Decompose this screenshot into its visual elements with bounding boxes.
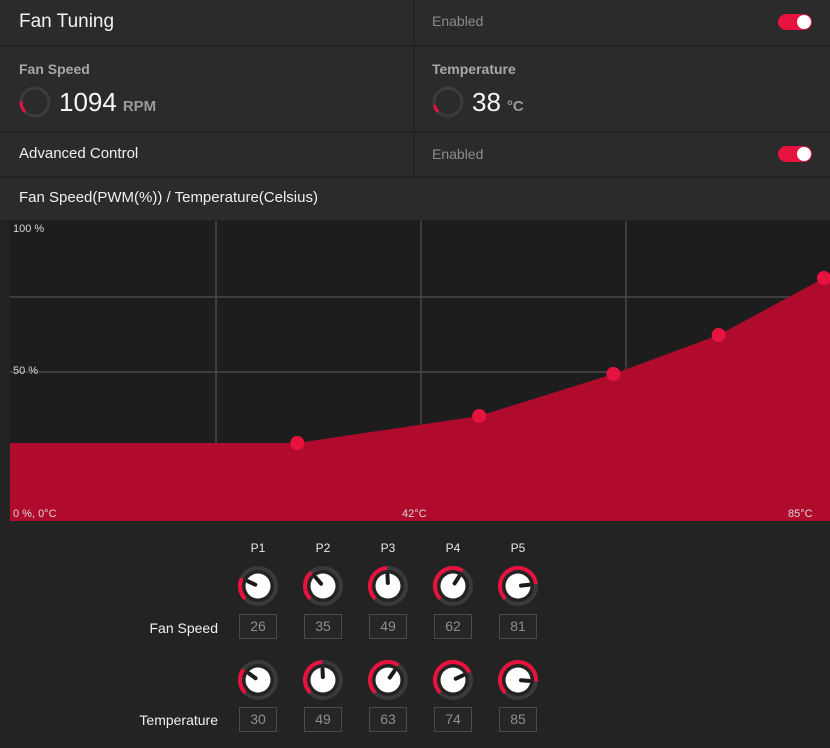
fan-speed-unit: RPM (122, 98, 157, 115)
fan-curve-svg[interactable]: 100 % 50 % 0 %, 0°C 42°C 85°C (10, 221, 830, 521)
stats-row: Fan Speed 1094 RPM Temperature 38 °C (0, 47, 830, 131)
y-tick-100: 100 % (13, 223, 44, 235)
page-title: Fan Tuning (19, 11, 115, 32)
advanced-control-status: Enabled (432, 146, 484, 162)
fan-speed-knob-p1[interactable] (237, 565, 279, 607)
advanced-control-row: Advanced Control Enabled (0, 133, 830, 176)
fan-speed-knob-p5[interactable] (497, 565, 539, 607)
temperature-knob-p2[interactable] (302, 659, 344, 701)
temperature-input-p5[interactable]: 85 (499, 707, 537, 732)
fan-tuning-status: Enabled (432, 13, 484, 29)
fan-curve-chart[interactable]: 100 % 50 % 0 %, 0°C 42°C 85°C (10, 221, 830, 521)
fan-tuning-title-cell: Fan Tuning (0, 0, 413, 45)
advanced-control-toggle[interactable] (778, 146, 812, 162)
temperature-unit: °C (506, 98, 524, 115)
origin-label: 0 %, 0°C (13, 508, 57, 520)
curve-point-p4[interactable] (711, 328, 726, 342)
fan-speed-input-p5[interactable]: 81 (499, 614, 537, 639)
fan-speed-input-p3[interactable]: 49 (369, 614, 407, 639)
fan-curve-area (10, 278, 830, 521)
temperature-input-p3[interactable]: 63 (369, 707, 407, 732)
curve-points (290, 271, 830, 450)
point-label-p5: P5 (510, 541, 526, 555)
advanced-control-label: Advanced Control (19, 145, 139, 162)
temperature-gauge-icon (432, 86, 464, 118)
fan-speed-number: 1094 (59, 87, 117, 117)
point-label-p1: P1 (250, 541, 266, 555)
fan-speed-gauge-icon (19, 86, 51, 118)
advanced-control-status-cell: Enabled (415, 133, 830, 176)
fan-speed-stat: Fan Speed 1094 RPM (0, 47, 413, 131)
temperature-input-p1[interactable]: 30 (239, 707, 277, 732)
temperature-value: 38 °C (472, 87, 524, 118)
y-tick-50: 50 % (13, 365, 38, 377)
point-controls: P1 P2 P3 P4 P5 Fan Speed Temperature 26 … (0, 522, 830, 748)
fan-speed-input-p4[interactable]: 62 (434, 614, 472, 639)
fan-tuning-header: Fan Tuning Enabled (0, 0, 830, 45)
fan-speed-label: Fan Speed (19, 61, 90, 77)
chart-section-cell: Fan Speed(PWM(%)) / Temperature(Celsius) (0, 178, 830, 220)
temperature-row-label: Temperature (139, 712, 218, 728)
toggle-knob (797, 147, 811, 161)
curve-point-p2[interactable] (472, 409, 487, 423)
toggle-knob (797, 15, 811, 29)
fan-speed-knob-p2[interactable] (302, 565, 344, 607)
fan-speed-knob-p4[interactable] (432, 565, 474, 607)
temperature-knob-p3[interactable] (367, 659, 409, 701)
advanced-control-cell: Advanced Control (0, 133, 413, 176)
fan-speed-input-p2[interactable]: 35 (304, 614, 342, 639)
point-label-p4: P4 (445, 541, 461, 555)
chart-section-header: Fan Speed(PWM(%)) / Temperature(Celsius) (0, 178, 830, 220)
chart-section-title: Fan Speed(PWM(%)) / Temperature(Celsius) (19, 189, 318, 206)
fan-speed-value: 1094 RPM (59, 87, 156, 118)
temperature-number: 38 (472, 87, 501, 117)
temperature-label: Temperature (432, 61, 516, 77)
temperature-input-p2[interactable]: 49 (304, 707, 342, 732)
x-tick-85: 85°C (788, 508, 813, 520)
fan-speed-row-label: Fan Speed (149, 620, 219, 636)
fan-speed-knob-p3[interactable] (367, 565, 409, 607)
point-label-p2: P2 (315, 541, 331, 555)
fan-speed-input-p1[interactable]: 26 (239, 614, 277, 639)
temperature-knob-p4[interactable] (432, 659, 474, 701)
point-label-p3: P3 (380, 541, 396, 555)
x-tick-42: 42°C (402, 508, 427, 520)
temperature-stat: Temperature 38 °C (415, 47, 830, 131)
fan-tuning-toggle[interactable] (778, 14, 812, 30)
temperature-knob-p1[interactable] (237, 659, 279, 701)
fan-tuning-status-cell: Enabled (415, 0, 830, 45)
curve-point-p3[interactable] (606, 367, 621, 381)
temperature-knob-p5[interactable] (497, 659, 539, 701)
curve-point-p5[interactable] (817, 271, 830, 285)
temperature-input-p4[interactable]: 74 (434, 707, 472, 732)
curve-point-p1[interactable] (290, 436, 305, 450)
